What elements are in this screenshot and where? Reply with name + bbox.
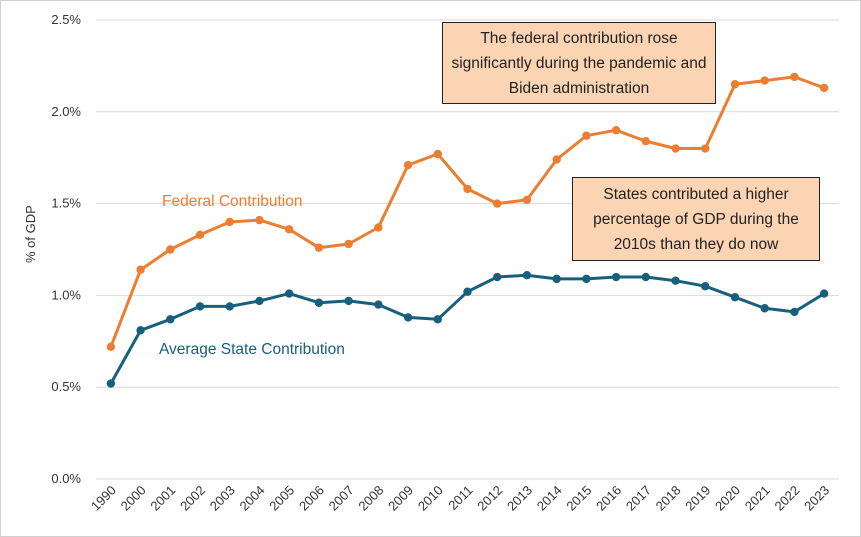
state-data-point [641,272,651,282]
x-tick-label: 2023 [801,483,832,514]
x-tick-label: 2017 [623,483,654,514]
federal-series-label: Federal Contribution [162,193,303,210]
y-tick-label: 2.5% [51,12,81,27]
federal-data-point [195,230,205,240]
federal-data-point [166,245,175,254]
state-data-point [106,379,116,388]
x-tick-label: 2000 [118,483,149,514]
y-tick-label: 0.0% [51,471,81,486]
federal-data-point [641,136,651,146]
federal-data-point [225,217,234,227]
x-tick-label: 1990 [88,483,119,514]
y-tick-label: 1.5% [51,196,81,211]
state-data-point [433,315,442,324]
federal-data-point [522,195,532,205]
state-data-point [255,296,264,306]
y-tick-label: 0.5% [51,379,81,394]
state-data-point [671,276,680,285]
state-data-point [611,272,621,282]
state-data-point [136,326,145,335]
x-tick-label: 2006 [296,483,327,514]
x-tick-label: 2008 [355,483,386,514]
x-tick-label: 2011 [445,483,475,513]
y-tick-labels: 0.0% 0.5% 1.0% 1.5% 2.0% 2.5% [51,12,81,486]
x-tick-label: 2021 [742,483,773,514]
federal-data-point [552,155,561,164]
federal-data-point [314,243,324,252]
x-tick-label: 2003 [207,483,238,514]
state-data-point [790,307,799,317]
state-data-point [552,274,561,284]
federal-data-point [819,83,829,93]
x-tick-label: 2020 [712,483,743,514]
federal-data-point [433,149,442,159]
state-data-point [374,300,383,309]
y-axis-label: % of GDP [23,205,38,263]
federal-data-point [344,239,353,249]
state-data-point [195,302,205,311]
states-annotation: States contributed a higher percentage o… [572,177,820,261]
states-annotation-text: States contributed a higher percentage o… [593,185,799,253]
state-data-point [284,289,294,298]
x-tick-label: 2014 [534,483,565,514]
state-data-point [344,296,353,306]
x-tick-label: 2012 [474,483,505,514]
y-tick-label: 2.0% [51,104,81,119]
state-data-point [493,272,502,282]
state-data-point [166,315,175,324]
state-data-point [819,289,829,298]
x-tick-label: 2016 [593,483,624,514]
federal-data-point [136,265,145,274]
federal-data-point [106,342,116,352]
x-tick-label: 2002 [177,483,208,514]
x-tick-label: 2015 [563,483,594,514]
federal-annotation-text: The federal contribution rose significan… [451,29,707,97]
y-tick-label: 1.0% [51,287,81,302]
federal-data-point [671,144,680,153]
state-data-point [522,271,532,280]
x-tick-label: 2013 [504,483,535,514]
x-tick-label: 2022 [771,483,802,514]
federal-data-point [730,80,740,89]
federal-annotation: The federal contribution rose significan… [442,22,716,104]
federal-data-point [701,144,710,153]
x-tick-label: 2019 [682,483,713,514]
x-tick-label: 2009 [385,483,416,514]
federal-data-point [582,131,591,140]
federal-data-point [463,184,472,194]
federal-data-point [374,223,383,232]
state-data-point [403,313,413,322]
x-tick-label: 2005 [266,483,297,514]
x-tick-label: 2010 [415,483,446,514]
state-data-point [463,287,472,296]
federal-data-point [790,72,799,82]
federal-data-point [493,199,502,208]
federal-data-point [284,225,294,234]
state-data-point [314,298,324,307]
federal-data-point [760,76,769,85]
federal-data-point [611,125,621,135]
x-tick-labels: 1990200020012002200320042005200620072008… [88,483,832,514]
state-data-point [225,302,234,311]
x-tick-label: 2004 [237,483,268,514]
state-series-label: Average State Contribution [159,341,345,358]
state-data-point [582,274,591,284]
x-tick-label: 2018 [653,483,684,514]
state-data-point [730,293,740,302]
state-data-point [760,304,769,313]
series-points [106,72,829,388]
federal-data-point [403,160,413,170]
state-data-point [701,282,710,291]
x-tick-label: 2001 [147,483,178,514]
federal-data-point [255,215,264,225]
x-tick-label: 2007 [326,483,357,514]
